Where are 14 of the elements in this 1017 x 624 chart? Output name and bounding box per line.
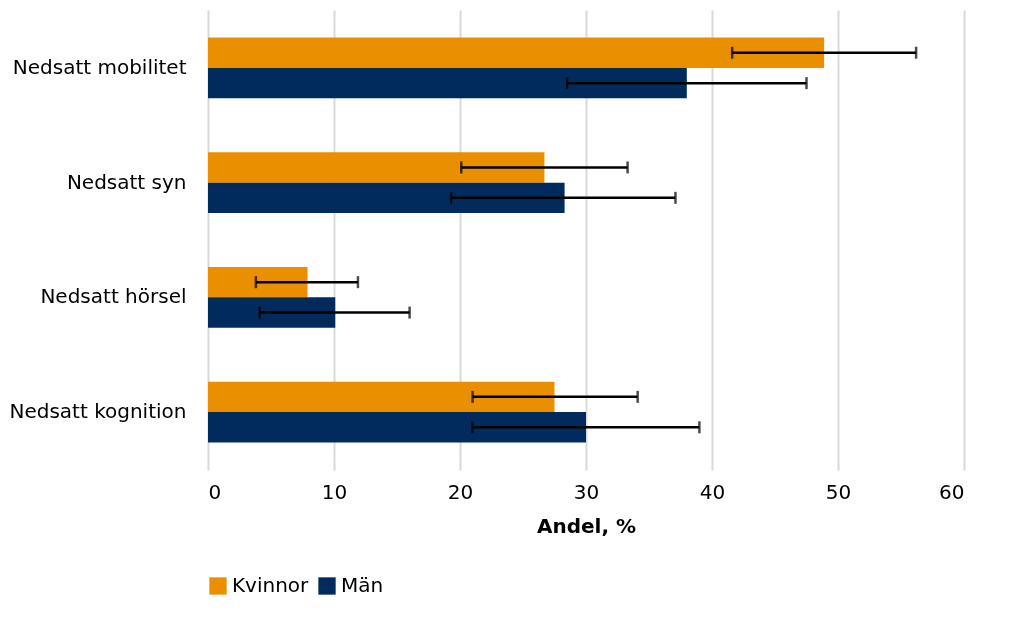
legend-label: Kvinnor — [232, 573, 310, 597]
x-axis-title: Andel, % — [536, 513, 637, 538]
y-tick-label: Nedsatt kognition — [9, 399, 187, 424]
x-tick-label: 40 — [699, 479, 726, 504]
y-tick-label: Nedsatt syn — [66, 169, 187, 194]
y-tick-label: Nedsatt hörsel — [40, 284, 187, 309]
x-tick-label: 60 — [939, 479, 965, 504]
x-tick-label: 10 — [321, 479, 348, 504]
x-tick-label: 20 — [447, 479, 474, 504]
x-tick-label: 50 — [825, 479, 852, 504]
y-tick-label: Nedsatt mobilitet — [12, 54, 187, 79]
x-tick-label: 0 — [208, 479, 222, 504]
legend-label: Män — [341, 573, 384, 597]
x-tick-label: 30 — [573, 479, 600, 504]
